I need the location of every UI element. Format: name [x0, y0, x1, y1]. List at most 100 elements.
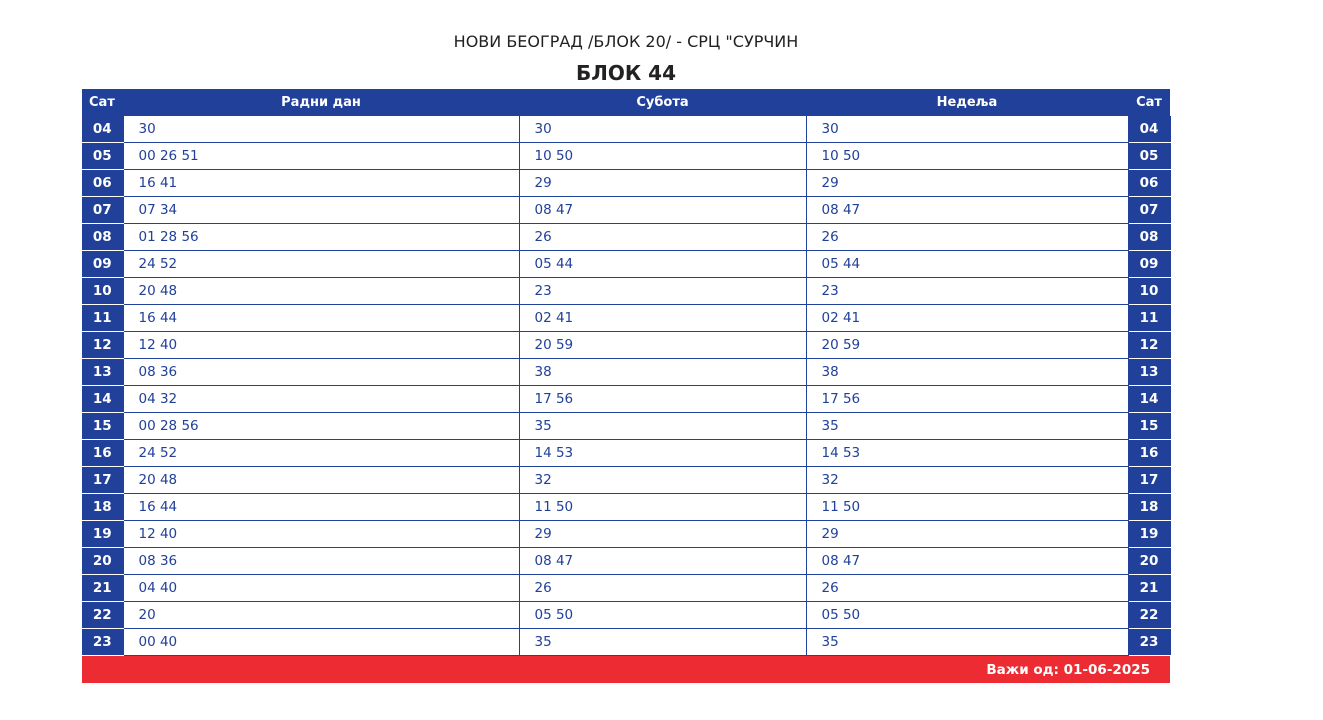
hour-cell: 22: [82, 601, 124, 629]
hour-cell-right: 12: [1128, 331, 1171, 359]
hour-cell-right: 17: [1128, 466, 1171, 494]
hour-cell-right: 20: [1128, 547, 1171, 575]
saturday-cell: 32: [519, 466, 807, 494]
sunday-cell: 08 47: [806, 547, 1129, 575]
saturday-cell: 08 47: [519, 547, 807, 575]
weekday-cell: 08 36: [123, 547, 520, 575]
table-row: 09 24 52 05 44 05 44 09: [82, 250, 1171, 278]
hour-cell-right: 09: [1128, 250, 1171, 278]
weekday-cell: 12 40: [123, 520, 520, 548]
stop-title: БЛОК 44: [576, 61, 676, 85]
sunday-cell: 35: [806, 628, 1129, 656]
saturday-cell: 20 59: [519, 331, 807, 359]
hour-cell: 10: [82, 277, 124, 305]
weekday-cell: 30: [123, 116, 520, 143]
sunday-header: Недеља: [806, 89, 1128, 116]
weekday-cell: 24 52: [123, 250, 520, 278]
weekday-cell: 00 28 56: [123, 412, 520, 440]
sunday-cell: 02 41: [806, 304, 1129, 332]
saturday-cell: 29: [519, 169, 807, 197]
weekday-cell: 24 52: [123, 439, 520, 467]
hour-cell-right: 22: [1128, 601, 1171, 629]
saturday-cell: 17 56: [519, 385, 807, 413]
hour-cell-right: 18: [1128, 493, 1171, 521]
hour-cell: 19: [82, 520, 124, 548]
table-row: 12 12 40 20 59 20 59 12: [82, 331, 1171, 359]
weekday-cell: 12 40: [123, 331, 520, 359]
weekday-cell: 16 44: [123, 304, 520, 332]
hour-cell: 16: [82, 439, 124, 467]
weekday-cell: 08 36: [123, 358, 520, 386]
sunday-cell: 26: [806, 223, 1129, 251]
hour-cell-right: 04: [1128, 116, 1171, 143]
saturday-header: Субота: [519, 89, 806, 116]
weekday-header: Радни дан: [123, 89, 519, 116]
sunday-cell: 30: [806, 116, 1129, 143]
hour-header-right: Сат: [1128, 89, 1170, 116]
table-row: 11 16 44 02 41 02 41 11: [82, 304, 1171, 332]
table-row: 16 24 52 14 53 14 53 16: [82, 439, 1171, 467]
saturday-cell: 05 44: [519, 250, 807, 278]
hour-cell-right: 06: [1128, 169, 1171, 197]
sunday-cell: 23: [806, 277, 1129, 305]
saturday-cell: 14 53: [519, 439, 807, 467]
hour-cell: 08: [82, 223, 124, 251]
table-row: 04 30 30 30 04: [82, 116, 1171, 143]
table-row: 14 04 32 17 56 17 56 14: [82, 385, 1171, 413]
valid-from: Важи од: 01-06-2025: [82, 655, 1170, 683]
hour-cell-right: 14: [1128, 385, 1171, 413]
table-row: 19 12 40 29 29 19: [82, 520, 1171, 548]
saturday-cell: 08 47: [519, 196, 807, 224]
timetable: Сат Радни дан Субота Недеља Сат 04 30 30 30…: [82, 89, 1171, 683]
sunday-cell: 14 53: [806, 439, 1129, 467]
table-row: 18 16 44 11 50 11 50 18: [82, 493, 1171, 521]
sunday-cell: 32: [806, 466, 1129, 494]
hour-cell-right: 13: [1128, 358, 1171, 386]
table-row: 23 00 40 35 35 23: [82, 628, 1171, 656]
timetable-header: Сат Радни дан Субота Недеља Сат: [82, 89, 1170, 116]
hour-cell-right: 16: [1128, 439, 1171, 467]
table-row: 06 16 41 29 29 06: [82, 169, 1171, 197]
hour-cell-right: 05: [1128, 142, 1171, 170]
sunday-cell: 35: [806, 412, 1129, 440]
hour-cell-right: 15: [1128, 412, 1171, 440]
saturday-cell: 02 41: [519, 304, 807, 332]
weekday-cell: 20: [123, 601, 520, 629]
sunday-cell: 10 50: [806, 142, 1129, 170]
sunday-cell: 05 44: [806, 250, 1129, 278]
weekday-cell: 04 40: [123, 574, 520, 602]
hour-cell-right: 07: [1128, 196, 1171, 224]
route-subtitle: НОВИ БЕОГРАД /БЛОК 20/ - СРЦ "СУРЧИН: [453, 32, 799, 51]
hour-header: Сат: [82, 89, 123, 116]
saturday-cell: 11 50: [519, 493, 807, 521]
sunday-cell: 38: [806, 358, 1129, 386]
weekday-cell: 20 48: [123, 277, 520, 305]
hour-cell-right: 08: [1128, 223, 1171, 251]
sunday-cell: 08 47: [806, 196, 1129, 224]
hour-cell: 12: [82, 331, 124, 359]
saturday-cell: 30: [519, 116, 807, 143]
hour-cell: 17: [82, 466, 124, 494]
saturday-cell: 26: [519, 223, 807, 251]
hour-cell: 21: [82, 574, 124, 602]
sunday-cell: 05 50: [806, 601, 1129, 629]
hour-cell: 04: [82, 116, 124, 143]
hour-cell-right: 10: [1128, 277, 1171, 305]
weekday-cell: 16 44: [123, 493, 520, 521]
hour-cell: 20: [82, 547, 124, 575]
hour-cell-right: 11: [1128, 304, 1171, 332]
table-row: 07 07 34 08 47 08 47 07: [82, 196, 1171, 224]
weekday-cell: 16 41: [123, 169, 520, 197]
hour-cell-right: 21: [1128, 574, 1171, 602]
sunday-cell: 11 50: [806, 493, 1129, 521]
weekday-cell: 01 28 56: [123, 223, 520, 251]
sunday-cell: 29: [806, 520, 1129, 548]
hour-cell: 23: [82, 628, 124, 656]
table-row: 08 01 28 56 26 26 08: [82, 223, 1171, 251]
saturday-cell: 10 50: [519, 142, 807, 170]
hour-cell: 13: [82, 358, 124, 386]
sunday-cell: 29: [806, 169, 1129, 197]
sunday-cell: 26: [806, 574, 1129, 602]
weekday-cell: 00 40: [123, 628, 520, 656]
saturday-cell: 35: [519, 412, 807, 440]
